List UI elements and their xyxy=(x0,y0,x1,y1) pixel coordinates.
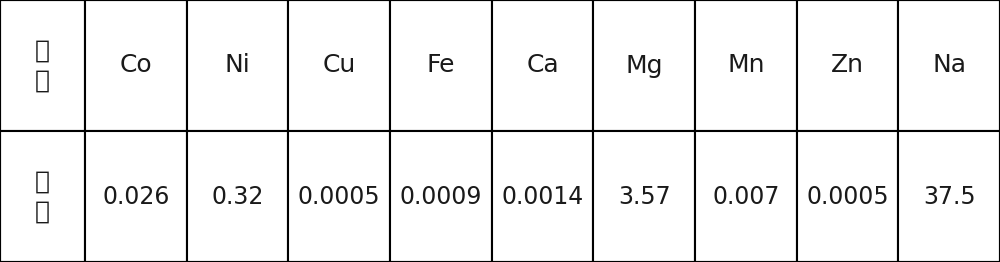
Text: Mg: Mg xyxy=(625,53,663,78)
Text: Ca: Ca xyxy=(526,53,559,78)
Text: Co: Co xyxy=(120,53,152,78)
Bar xyxy=(390,0,492,131)
Bar xyxy=(390,131,492,262)
Bar xyxy=(288,131,390,262)
Text: Zn: Zn xyxy=(831,53,864,78)
Bar xyxy=(187,131,288,262)
Bar xyxy=(797,131,898,262)
Bar xyxy=(492,131,593,262)
Bar xyxy=(492,0,593,131)
Text: Cu: Cu xyxy=(323,53,356,78)
Bar xyxy=(593,131,695,262)
Text: 含
量: 含 量 xyxy=(35,170,50,223)
Text: 3.57: 3.57 xyxy=(618,184,670,209)
Text: 0.007: 0.007 xyxy=(712,184,780,209)
Text: 0.026: 0.026 xyxy=(102,184,170,209)
Text: 元
素: 元 素 xyxy=(35,39,50,92)
Bar xyxy=(85,0,187,131)
Text: Fe: Fe xyxy=(427,53,455,78)
Bar xyxy=(0,0,85,131)
Bar xyxy=(187,0,288,131)
Text: 37.5: 37.5 xyxy=(923,184,975,209)
Text: 0.0009: 0.0009 xyxy=(400,184,482,209)
Bar xyxy=(898,0,1000,131)
Text: Ni: Ni xyxy=(225,53,250,78)
Text: 0.0005: 0.0005 xyxy=(298,184,380,209)
Text: Mn: Mn xyxy=(727,53,765,78)
Bar xyxy=(695,0,797,131)
Text: Na: Na xyxy=(932,53,966,78)
Text: 0.0005: 0.0005 xyxy=(806,184,889,209)
Bar xyxy=(85,131,187,262)
Bar xyxy=(797,0,898,131)
Text: 0.32: 0.32 xyxy=(211,184,264,209)
Bar xyxy=(898,131,1000,262)
Text: 0.0014: 0.0014 xyxy=(501,184,584,209)
Bar xyxy=(593,0,695,131)
Bar xyxy=(288,0,390,131)
Bar xyxy=(695,131,797,262)
Bar xyxy=(0,131,85,262)
